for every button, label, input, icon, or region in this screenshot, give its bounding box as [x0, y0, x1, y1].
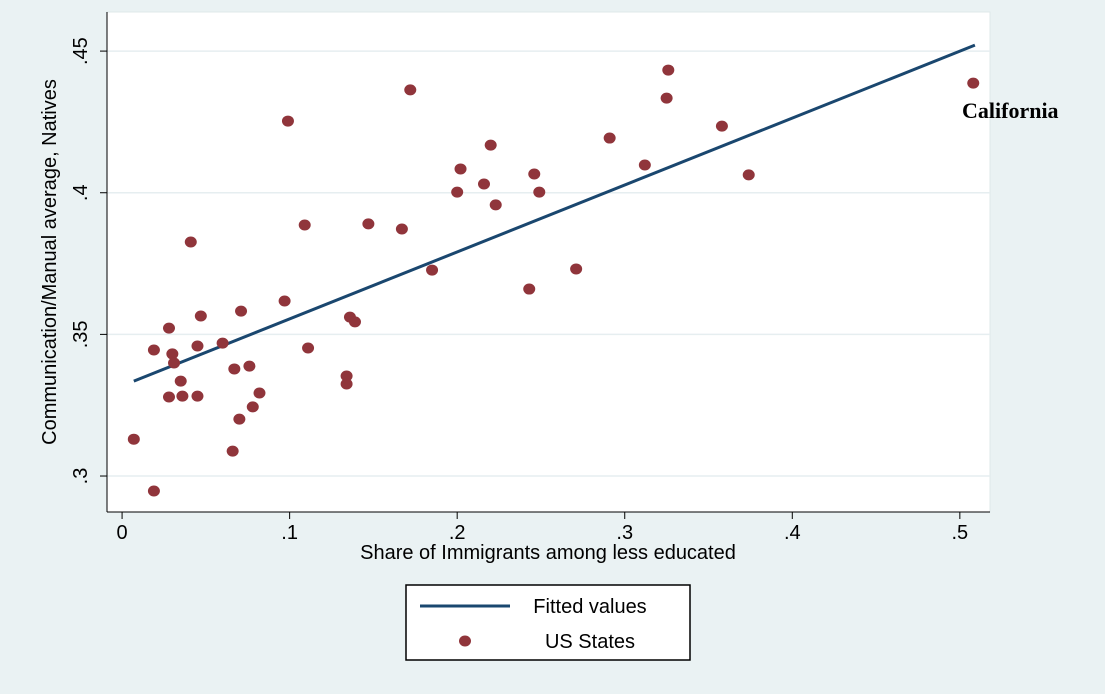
point — [194, 310, 207, 322]
y-tick-label: .35 — [70, 320, 92, 348]
point — [484, 139, 497, 151]
point — [278, 295, 291, 307]
point — [184, 236, 197, 248]
point — [298, 219, 311, 231]
point — [660, 92, 673, 104]
point — [168, 357, 181, 369]
x-tick-label: .5 — [951, 522, 968, 544]
point — [528, 168, 541, 180]
point — [489, 199, 502, 211]
point — [166, 348, 179, 360]
point — [662, 64, 675, 76]
x-axis-title: Share of Immigrants among less educated — [360, 542, 736, 564]
point — [174, 375, 187, 387]
y-axis-title: Communication/Manual average, Natives — [39, 79, 61, 445]
point — [404, 84, 417, 96]
point — [228, 363, 241, 375]
point — [127, 433, 140, 445]
x-tick-label: .3 — [616, 522, 633, 544]
point — [147, 485, 160, 497]
fitted-line — [133, 43, 976, 383]
point — [147, 344, 160, 356]
point — [191, 340, 204, 352]
point — [454, 163, 467, 175]
point — [281, 115, 294, 127]
point — [162, 391, 175, 403]
point — [742, 169, 755, 181]
x-tick-label: 0 — [117, 522, 128, 544]
point — [523, 283, 536, 295]
legend — [405, 584, 691, 661]
y-tick-label: .3 — [70, 468, 92, 485]
x-tick-label: .2 — [449, 522, 466, 544]
point — [216, 337, 229, 349]
point — [243, 360, 256, 372]
annotation: California — [962, 98, 1059, 123]
point — [533, 186, 546, 198]
point — [715, 120, 728, 132]
point — [302, 342, 315, 354]
point — [570, 263, 583, 275]
point — [246, 401, 259, 413]
legend-label: Fitted values — [533, 596, 646, 618]
point — [967, 77, 980, 89]
point — [362, 218, 375, 230]
point — [191, 390, 204, 402]
point — [340, 378, 353, 390]
x-tick-label: .4 — [784, 522, 801, 544]
y-tick-label: .4 — [70, 184, 92, 201]
x-tick-label: .1 — [281, 522, 298, 544]
point — [340, 370, 353, 382]
point — [426, 264, 439, 276]
point — [226, 445, 239, 457]
point — [162, 322, 175, 334]
point — [477, 178, 490, 190]
point — [395, 223, 408, 235]
point — [253, 387, 266, 399]
point — [451, 186, 464, 198]
point — [638, 159, 651, 171]
point — [235, 305, 248, 317]
legend-key — [459, 635, 471, 647]
y-tick-label: .45 — [70, 37, 92, 65]
plot-area — [106, 11, 991, 513]
point — [348, 316, 361, 328]
point — [176, 390, 189, 402]
point — [233, 413, 246, 425]
point — [603, 132, 616, 144]
legend-label: US States — [545, 631, 635, 653]
